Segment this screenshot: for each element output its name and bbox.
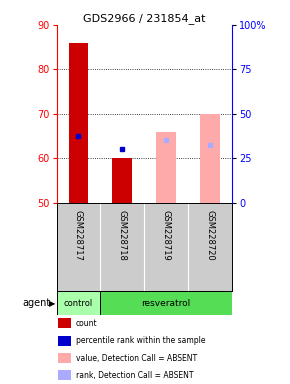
Bar: [200, 114, 220, 203]
Title: GDS2966 / 231854_at: GDS2966 / 231854_at: [83, 13, 206, 24]
Text: agent: agent: [23, 298, 51, 308]
Bar: [58, 353, 70, 363]
Text: GSM228720: GSM228720: [206, 210, 215, 260]
Bar: [100, 291, 232, 316]
Bar: [58, 371, 70, 381]
Bar: [58, 318, 70, 328]
Bar: [156, 132, 176, 203]
Bar: [57, 291, 100, 316]
Bar: [113, 158, 132, 203]
Text: resveratrol: resveratrol: [142, 299, 191, 308]
Text: count: count: [76, 319, 97, 328]
Bar: [58, 336, 70, 346]
Text: rank, Detection Call = ABSENT: rank, Detection Call = ABSENT: [76, 371, 193, 380]
Text: GSM228719: GSM228719: [162, 210, 171, 260]
Text: value, Detection Call = ABSENT: value, Detection Call = ABSENT: [76, 354, 197, 362]
Text: control: control: [64, 299, 93, 308]
Bar: [69, 43, 88, 203]
Text: ▶: ▶: [49, 299, 55, 308]
Text: percentile rank within the sample: percentile rank within the sample: [76, 336, 205, 345]
Text: GSM228717: GSM228717: [74, 210, 83, 261]
Text: GSM228718: GSM228718: [118, 210, 127, 261]
